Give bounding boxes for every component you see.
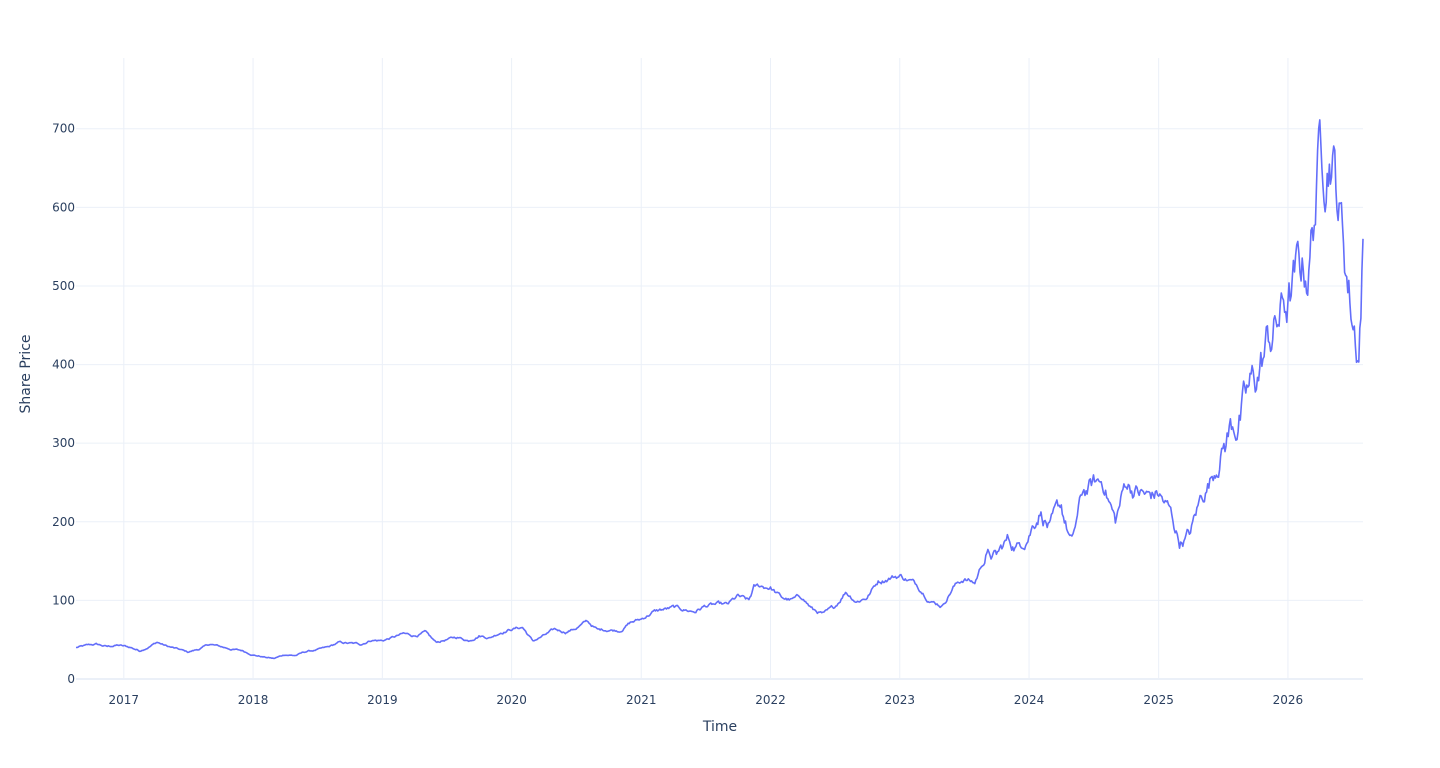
x-tick-label: 2019 [367, 693, 398, 707]
x-tick-label: 2024 [1014, 693, 1045, 707]
y-tick-label: 200 [52, 515, 75, 529]
plot-area [75, 119, 1364, 660]
y-tick-label: 100 [52, 593, 75, 607]
series-line [75, 119, 1364, 660]
gridlines [76, 58, 1363, 680]
y-tick-label: 0 [67, 672, 75, 686]
x-axis-title: Time [702, 719, 737, 735]
x-tick-label: 2021 [626, 693, 657, 707]
y-tick-label: 700 [52, 122, 75, 136]
x-tick-label: 2023 [884, 693, 915, 707]
x-tick-label: 2018 [238, 693, 269, 707]
x-axis-ticks: 2017 2018 2019 2020 2021 2022 2023 2024 2025 2026 [109, 693, 1304, 707]
x-tick-label: 2017 [109, 693, 140, 707]
y-tick-label: 400 [52, 358, 75, 372]
y-tick-label: 600 [52, 200, 75, 214]
x-tick-label: 2026 [1273, 693, 1304, 707]
y-axis-ticks: 0 100 200 300 400 500 600 700 [52, 122, 75, 686]
y-axis-title: Share Price [18, 334, 34, 413]
x-tick-label: 2020 [496, 693, 527, 707]
y-tick-label: 500 [52, 279, 75, 293]
x-tick-label: 2025 [1143, 693, 1174, 707]
y-tick-label: 300 [52, 436, 75, 450]
x-tick-label: 2022 [755, 693, 786, 707]
